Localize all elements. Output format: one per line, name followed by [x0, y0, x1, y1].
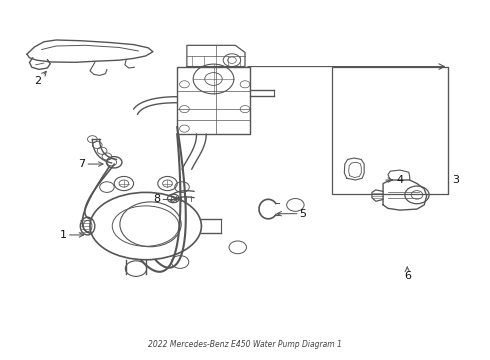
Bar: [332, 67, 448, 194]
Text: 6: 6: [404, 267, 411, 281]
Text: 1: 1: [60, 230, 84, 240]
Text: 7: 7: [78, 159, 103, 169]
Text: 5: 5: [277, 209, 307, 219]
Text: 2: 2: [34, 71, 46, 86]
Text: 4: 4: [386, 175, 404, 185]
Text: 8: 8: [153, 194, 177, 204]
Text: 3: 3: [452, 175, 459, 185]
Text: 2022 Mercedes-Benz E450 Water Pump Diagram 1: 2022 Mercedes-Benz E450 Water Pump Diagr…: [148, 341, 342, 350]
